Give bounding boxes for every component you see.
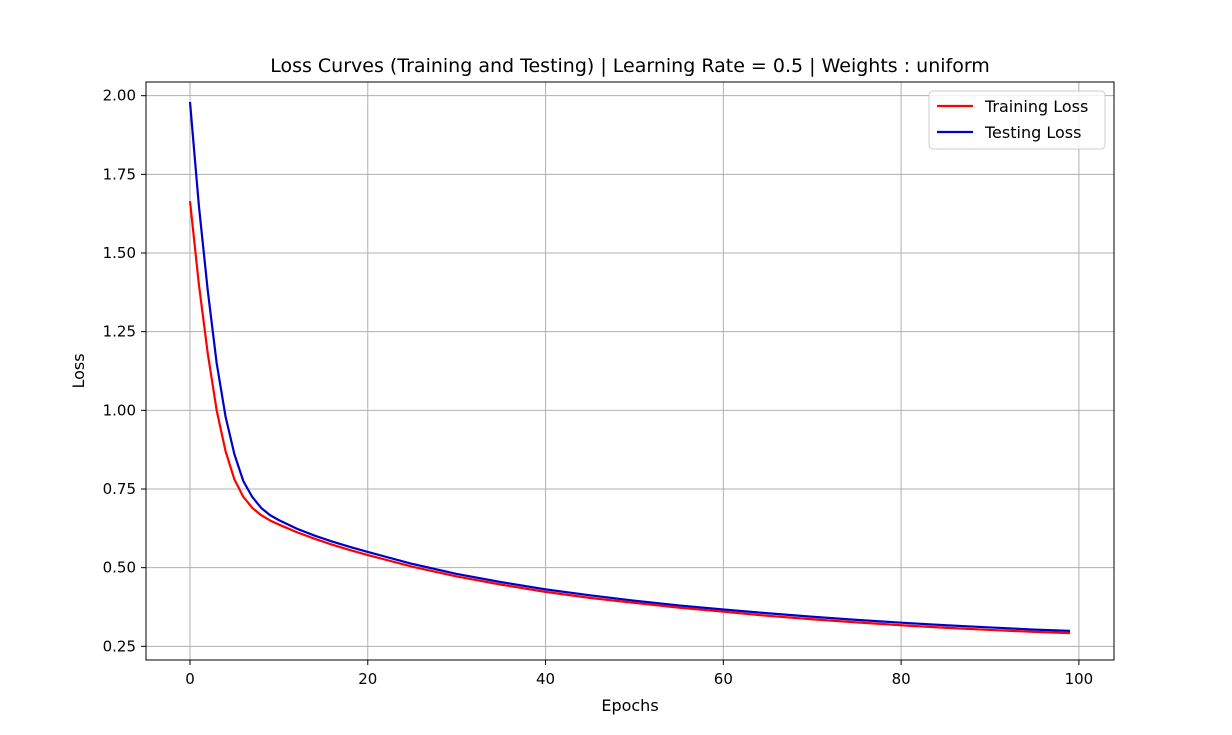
y-axis-ticks: 0.25 0.50 0.75 1.00 1.25 1.50 1.75 2.00 <box>103 87 146 655</box>
legend-label-testing: Testing Loss <box>984 123 1081 142</box>
x-axis-ticks: 0 20 40 60 80 100 <box>185 660 1093 688</box>
y-tick-label: 1.75 <box>103 165 136 183</box>
y-tick-label: 1.50 <box>103 244 136 262</box>
y-axis-label: Loss <box>69 353 88 388</box>
training-loss-line <box>188 200 1071 635</box>
testing-loss-line <box>188 101 1071 632</box>
y-tick-label: 0.25 <box>103 637 136 655</box>
x-tick-label: 0 <box>185 670 195 688</box>
grid <box>146 82 1114 660</box>
x-tick-label: 60 <box>714 670 733 688</box>
series-lines <box>188 101 1071 635</box>
chart-title: Loss Curves (Training and Testing) | Lea… <box>270 55 990 77</box>
y-tick-label: 0.50 <box>103 559 136 577</box>
plot-frame <box>145 81 1115 661</box>
x-tick-label: 80 <box>892 670 911 688</box>
legend: Training Loss Testing Loss <box>928 90 1106 150</box>
x-tick-label: 40 <box>536 670 555 688</box>
x-tick-label: 20 <box>358 670 377 688</box>
y-tick-label: 1.25 <box>103 323 136 341</box>
y-tick-label: 0.75 <box>103 480 136 498</box>
y-tick-label: 2.00 <box>103 87 136 105</box>
legend-label-training: Training Loss <box>984 97 1088 116</box>
x-tick-label: 100 <box>1065 670 1094 688</box>
y-tick-label: 1.00 <box>103 401 136 419</box>
x-axis-label: Epochs <box>601 696 658 715</box>
